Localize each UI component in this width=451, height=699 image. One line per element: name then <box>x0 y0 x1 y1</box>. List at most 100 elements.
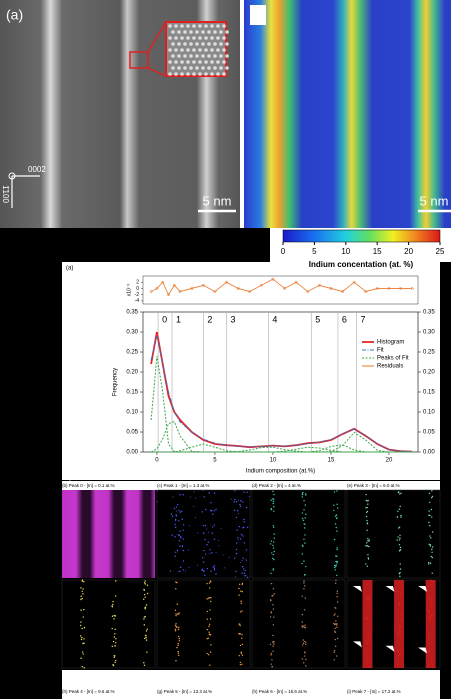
atom-dot <box>333 509 335 512</box>
atom-dot <box>333 649 336 652</box>
atom-dot <box>333 622 335 625</box>
atom-dot <box>215 552 217 554</box>
atom-dot <box>178 613 180 615</box>
atom-dot <box>218 539 220 541</box>
atom-dot <box>430 537 432 539</box>
atom-dot <box>243 521 246 523</box>
atom-dot <box>398 660 400 662</box>
atom-dot <box>301 496 304 498</box>
atom-dot <box>204 524 207 527</box>
atom-dot <box>239 503 241 506</box>
atom-dot <box>305 641 307 643</box>
atom-dot <box>272 650 274 652</box>
atom-dot <box>83 638 85 640</box>
atom-dot <box>215 573 217 575</box>
atom-dot <box>246 559 248 561</box>
atom <box>210 24 214 28</box>
atom-dot <box>182 549 185 552</box>
atom-dot <box>334 638 337 641</box>
atom-dot <box>301 493 304 496</box>
y-tick-label: 0.10 <box>126 410 138 416</box>
atom-dot <box>335 579 337 581</box>
atom-dot <box>305 565 307 568</box>
atom <box>174 36 178 40</box>
atom-dot <box>176 613 179 615</box>
atom-dot <box>82 616 84 618</box>
atom-dot <box>177 654 180 657</box>
colorbar-tick-label: 15 <box>373 247 382 256</box>
atom-dot <box>144 608 146 610</box>
atom-dot <box>399 649 401 651</box>
atom-dot <box>239 611 242 613</box>
atom-dot <box>176 603 178 605</box>
atom-dot <box>238 632 240 635</box>
atom-dot <box>336 590 338 592</box>
atom-dot <box>336 595 338 598</box>
atom-dot <box>235 570 237 573</box>
atom <box>189 54 193 58</box>
atom-dot <box>182 560 185 562</box>
atom-dot <box>205 508 207 511</box>
atom-dot <box>397 611 400 614</box>
atom-dot <box>302 545 304 548</box>
atom <box>219 66 223 70</box>
atom <box>183 30 187 34</box>
atom-dot <box>173 507 176 510</box>
atom-dot <box>367 503 369 505</box>
atom-dot <box>366 583 369 585</box>
panel-caption: (c) Peak 1 - [In] = 1.3 at.% <box>157 483 209 488</box>
atom <box>174 72 178 76</box>
atom-dot <box>177 644 179 647</box>
panel-label: (a) <box>66 266 73 272</box>
atom-dot <box>431 516 433 518</box>
atom-dot <box>144 583 147 585</box>
atom <box>186 60 190 64</box>
atom-dot <box>174 551 177 553</box>
atom <box>174 24 178 28</box>
atom-dot <box>400 492 402 494</box>
atom-dot <box>179 494 181 496</box>
atom <box>180 60 184 64</box>
atom-dot <box>240 533 243 536</box>
atom <box>171 54 175 58</box>
atom-dot <box>203 496 205 498</box>
atom-dot <box>429 616 431 619</box>
atom-dot <box>368 545 370 548</box>
atom-dot <box>336 548 338 551</box>
atom-dot <box>271 666 273 668</box>
atom-dot <box>240 651 243 653</box>
arrow <box>352 641 362 648</box>
atom-dot <box>211 552 213 554</box>
atom-dot <box>234 490 236 492</box>
atom-dot <box>187 549 189 551</box>
y-axis-label: Frequency <box>113 368 119 396</box>
atom-dot <box>212 513 214 515</box>
atom-dot <box>174 555 176 557</box>
atom <box>168 60 172 64</box>
arrow <box>352 585 362 592</box>
atom-dot <box>428 610 431 613</box>
atom-dot <box>335 564 337 566</box>
residual-scale-label: x10⁻³ <box>126 283 132 296</box>
direction-label: 0002 <box>28 165 46 174</box>
atom-dot <box>188 567 190 569</box>
atom <box>204 48 208 52</box>
zoom-line <box>147 21 167 53</box>
y-tick-label-right: 0.35 <box>423 310 435 316</box>
colorbar <box>282 229 441 243</box>
atom-dot <box>431 551 433 553</box>
y-tick-label-right: 0.00 <box>423 450 435 456</box>
atom-dot <box>238 594 240 596</box>
atom-dot <box>366 529 368 531</box>
atom-dot <box>304 643 307 645</box>
atom-dot <box>210 600 212 603</box>
peak-marker-label: 4 <box>272 314 277 324</box>
arrow <box>418 585 428 592</box>
atom-dot <box>178 612 180 614</box>
series-line <box>150 335 413 453</box>
x-tick-label: 5 <box>213 458 217 464</box>
atom-dot <box>273 506 275 508</box>
atom-dot <box>335 655 338 657</box>
atom-dot <box>431 490 433 492</box>
